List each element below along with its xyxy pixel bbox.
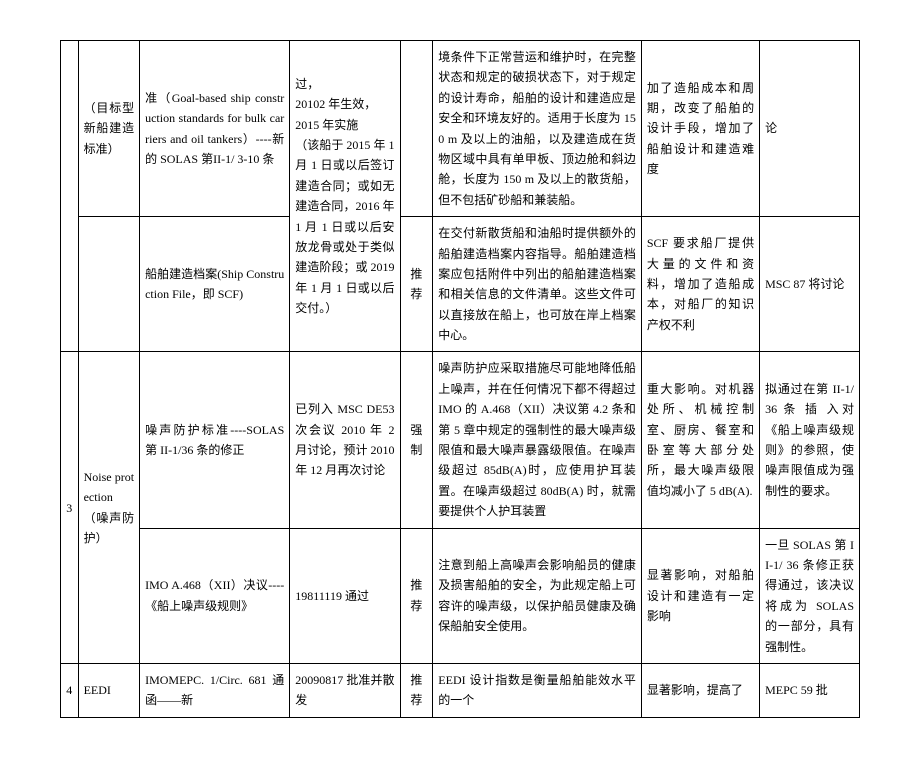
cell-impact: 显著影响，对船舶设计和建造有一定影响 — [641, 528, 759, 663]
cell-impact: SCF 要求船厂提供大量的文件和资料，增加了造船成本，对船厂的知识产权不利 — [641, 217, 759, 352]
table-row: 船舶建造档案(Ship Construction File，即 SCF) 推荐 … — [61, 217, 860, 352]
cell-date: 20090817 批准并散发 — [290, 663, 400, 717]
cell-standard: 准（Goal-based ship construction standards… — [140, 41, 290, 217]
cell-idx: 4 — [61, 663, 79, 717]
cell-idx: 3 — [61, 352, 79, 663]
cell-impact: 重大影响。对机器处所、机械控制室、厨房、餐室和卧室等大部分处所，最大噪声级限值均… — [641, 352, 759, 528]
cell-note: MSC 87 将讨论 — [760, 217, 860, 352]
cell-note: 拟通过在第 II-1/36 条 插 入对《船上噪声级规则》的参照，使噪声限值成为… — [760, 352, 860, 528]
cell-impact: 加了造船成本和周期，改变了船舶的设计手段，增加了船舶设计和建造难度 — [641, 41, 759, 217]
cell-type: 推荐 — [400, 528, 433, 663]
cell-impact: 显著影响，提高了 — [641, 663, 759, 717]
cell-desc: 境条件下正常营运和维护时，在完整状态和规定的破损状态下，对于规定的设计寿命，船舶… — [433, 41, 642, 217]
cell-idx — [61, 41, 79, 352]
cell-category: EEDI — [78, 663, 140, 717]
cell-standard: 噪声防护标准----SOLAS 第 II-1/36 条的修正 — [140, 352, 290, 528]
cell-type — [400, 41, 433, 217]
cell-type: 强制 — [400, 352, 433, 528]
cell-standard: IMOMEPC. 1/Circ. 681 通函——新 — [140, 663, 290, 717]
cell-category: Noise protection（噪声防护） — [78, 352, 140, 663]
cell-note: 一旦 SOLAS 第 II-1/ 36 条修正获得通过，该决议将成为 SOLAS… — [760, 528, 860, 663]
table-row: 3 Noise protection（噪声防护） 噪声防护标准----SOLAS… — [61, 352, 860, 528]
table-row: IMO A.468（XII）决议----《船上噪声级规则》 19811119 通… — [61, 528, 860, 663]
cell-type: 推荐 — [400, 217, 433, 352]
regulation-table: （目标型新船建造标准） 准（Goal-based ship constructi… — [60, 40, 860, 718]
cell-category: （目标型新船建造标准） — [78, 41, 140, 217]
cell-desc: 在交付新散货船和油船时提供额外的船舶建造档案内容指导。船舶建造档案应包括附件中列… — [433, 217, 642, 352]
cell-category — [78, 217, 140, 352]
cell-date: 已列入 MSC DE53 次会议 2010 年 2 月讨论，预计 2010 年 … — [290, 352, 400, 528]
table-row: 4 EEDI IMOMEPC. 1/Circ. 681 通函——新 200908… — [61, 663, 860, 717]
cell-standard: 船舶建造档案(Ship Construction File，即 SCF) — [140, 217, 290, 352]
cell-note: MEPC 59 批 — [760, 663, 860, 717]
cell-desc: 噪声防护应采取措施尽可能地降低船上噪声，并在任何情况下都不得超过 IMO 的 A… — [433, 352, 642, 528]
cell-type: 推荐 — [400, 663, 433, 717]
cell-date: 过， 20102 年生效， 2015 年实施 （该船于 2015 年 1 月 1… — [290, 41, 400, 352]
cell-desc: 注意到船上高噪声会影响船员的健康及损害船舶的安全，为此规定船上可容许的噪声级，以… — [433, 528, 642, 663]
cell-note: 论 — [760, 41, 860, 217]
cell-date: 19811119 通过 — [290, 528, 400, 663]
cell-standard: IMO A.468（XII）决议----《船上噪声级规则》 — [140, 528, 290, 663]
table-row: （目标型新船建造标准） 准（Goal-based ship constructi… — [61, 41, 860, 217]
cell-desc: EEDI 设计指数是衡量船舶能效水平的一个 — [433, 663, 642, 717]
